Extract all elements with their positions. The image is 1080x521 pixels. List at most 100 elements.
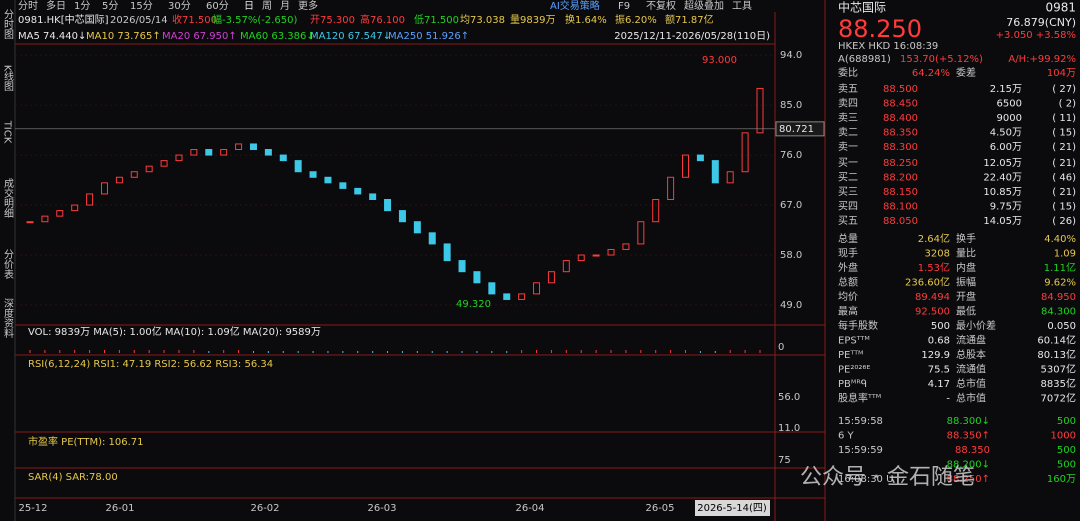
book-price: 88.100	[883, 202, 918, 213]
info-field: 开75.300	[310, 15, 355, 26]
row-value: 0.050	[1047, 321, 1076, 332]
period-tab[interactable]: 60分	[206, 0, 229, 12]
period-tab[interactable]: 周	[262, 0, 272, 12]
low-label: 49.320	[456, 299, 491, 310]
row-label: 开盘	[956, 290, 976, 303]
row-value: 3208	[925, 249, 950, 260]
book-price: 88.250	[883, 158, 918, 169]
period-tab[interactable]: 多日	[46, 0, 66, 12]
book-volume: 4.50万	[990, 128, 1022, 139]
tick-volume: 500	[1057, 416, 1076, 427]
period-tab[interactable]: 15分	[130, 0, 153, 12]
book-price: 88.300	[883, 142, 918, 153]
tool-button[interactable]: F9	[618, 1, 630, 12]
candle	[309, 171, 317, 178]
row-value: 75.5	[928, 365, 950, 376]
row-label: 外盘	[838, 261, 858, 274]
candle	[413, 221, 421, 234]
candle	[562, 260, 570, 273]
candle	[711, 160, 719, 184]
tool-button[interactable]: 工具	[732, 0, 752, 12]
last-price-box	[775, 121, 825, 137]
side-tab[interactable]: 成交明细	[2, 178, 14, 218]
candle	[26, 221, 34, 224]
tick-time: 16:08:30 U	[838, 474, 893, 485]
row-value: 1.09	[1054, 249, 1076, 260]
period-tab[interactable]: 分时	[18, 0, 38, 12]
tick-price: 88.200↓	[947, 460, 990, 471]
book-volume: 2.15万	[990, 84, 1022, 95]
row-value: 84.950	[1041, 292, 1076, 303]
y-tick-label: 94.0	[780, 50, 802, 61]
info-field: 量9839万	[510, 14, 555, 26]
info-field: 换1.64%	[565, 13, 607, 26]
row-value: 8835亿	[1041, 377, 1076, 390]
x-tick-label: 26-04	[515, 503, 544, 514]
pane-tick: 11.0	[778, 423, 800, 434]
book-count: ( 26)	[1052, 216, 1076, 227]
row-label: PBᴹᴿᑫ	[838, 379, 867, 390]
cursor-date: 2026-5-14(四)	[697, 503, 767, 514]
candle	[458, 260, 466, 273]
period-tab[interactable]: 更多	[298, 0, 318, 12]
tool-button[interactable]: AI交易策略	[550, 0, 600, 12]
info-field: 额71.87亿	[665, 13, 714, 26]
book-price: 88.500	[883, 84, 918, 95]
side-tab[interactable]: 深度资料	[2, 298, 14, 339]
candle	[696, 154, 704, 162]
row-label: 换手	[956, 232, 976, 245]
row-label: 总市值	[956, 392, 986, 405]
tool-button[interactable]: 超级叠加	[684, 0, 724, 12]
candle	[592, 254, 600, 257]
info-field: 0981.HK[中芯国际]	[18, 13, 109, 26]
row-label: 现手	[838, 247, 858, 260]
candle	[547, 271, 555, 284]
x-tick-label: 25-12	[18, 503, 47, 514]
candle	[607, 248, 615, 256]
period-tab[interactable]: 1分	[74, 0, 90, 12]
candle	[339, 182, 347, 189]
period-tab[interactable]: 30分	[168, 0, 191, 12]
y-tick-label: 67.0	[780, 200, 802, 211]
row-label: 每手股数	[838, 319, 878, 332]
row-label: PEᵀᵀᴹ	[838, 350, 863, 361]
book-price: 88.200	[883, 173, 918, 184]
period-tab[interactable]: 日	[244, 1, 254, 12]
period-tab[interactable]: 月	[280, 0, 290, 12]
info-field: 2026/05/14	[110, 15, 168, 26]
candle	[130, 171, 138, 178]
book-level: 卖一	[838, 141, 858, 153]
candle	[235, 143, 243, 151]
row-value: 64.24%	[912, 68, 950, 79]
book-price: 88.350	[883, 128, 918, 139]
book-count: ( 46)	[1052, 173, 1076, 184]
row-label: 总额	[838, 276, 858, 289]
row-label: 最高	[838, 305, 858, 318]
y-tick-label: 85.0	[780, 100, 802, 111]
side-tab[interactable]: K线图	[2, 65, 14, 92]
pane-tick: 56.0	[778, 392, 800, 403]
candle	[428, 232, 436, 245]
x-tick-label: 26-05	[645, 503, 674, 514]
candle	[533, 282, 541, 295]
candle	[56, 210, 64, 217]
side-tab[interactable]: 分价表	[2, 249, 14, 280]
side-tab[interactable]: TICK	[2, 120, 13, 144]
candle	[294, 160, 302, 173]
tool-button[interactable]: 不复权	[646, 0, 676, 12]
book-level: 买二	[838, 172, 858, 184]
x-tick-label: 26-02	[250, 503, 279, 514]
row-value: 2.64亿	[918, 232, 950, 245]
book-count: ( 21)	[1052, 142, 1076, 153]
candle	[41, 215, 49, 223]
tick-price: 88.350	[955, 445, 990, 456]
side-tab[interactable]: 分时图	[2, 9, 14, 40]
a-share: A(688981)	[838, 54, 891, 65]
ah: A/H:+99.92%	[1008, 54, 1076, 65]
period-tab[interactable]: 5分	[102, 0, 118, 12]
candle	[473, 271, 481, 284]
pane-label: RSI(6,12,24) RSI1: 47.19 RSI2: 56.62 RSI…	[28, 359, 273, 370]
candle	[71, 204, 79, 212]
price: 88.250	[838, 15, 922, 43]
row-value: 9.62%	[1044, 278, 1076, 289]
